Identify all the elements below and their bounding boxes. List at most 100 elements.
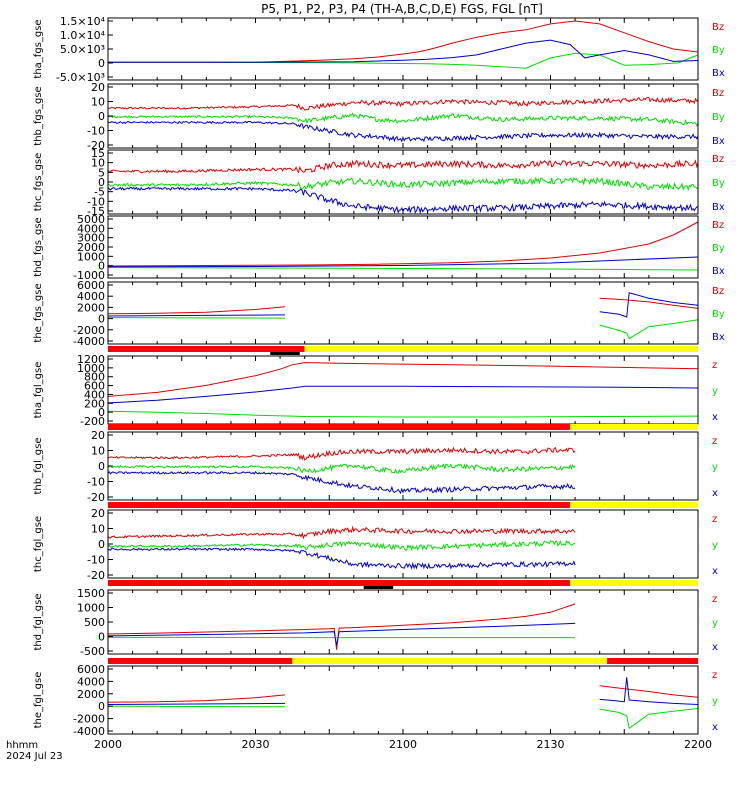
panel-4-lines — [108, 221, 698, 271]
series-by-line — [108, 112, 698, 127]
series-z-line — [108, 446, 576, 461]
legend-y: y — [712, 386, 718, 397]
series-by-line — [599, 319, 698, 340]
series-z-line — [108, 603, 576, 650]
y-tick-label: -15 — [87, 205, 105, 218]
status-mark — [363, 586, 394, 589]
status-bar-5 — [108, 658, 698, 664]
series-bz-line — [599, 297, 698, 309]
status-segment-yellow — [570, 502, 698, 508]
plot-title: P5, P1, P2, P3, P4 (TH-A,B,C,D,E) FGS, F… — [261, 2, 543, 16]
y-tick-label: 500 — [84, 616, 105, 629]
y-tick-label: 10 — [91, 157, 105, 170]
series-bz-line — [108, 221, 698, 267]
y-tick-label: 2000 — [77, 241, 105, 254]
legend-y: y — [712, 696, 718, 707]
legend-x: x — [712, 412, 718, 423]
legend-bx: Bx — [712, 68, 725, 79]
legend-y: y — [712, 540, 718, 551]
x-tick-label: 2130 — [537, 738, 565, 751]
status-segment-red — [108, 424, 571, 430]
footer-date: 2024 Jul 23 — [6, 751, 63, 762]
y-tick-label: 20 — [91, 429, 105, 442]
legend-by: By — [712, 45, 725, 56]
panel-1-lines — [108, 20, 698, 69]
y-tick-label: 3000 — [77, 232, 105, 245]
y-tick-label: 20 — [91, 507, 105, 520]
status-bar-4 — [108, 580, 698, 589]
legend-bz: Bz — [712, 88, 724, 99]
legend-z: z — [712, 594, 717, 605]
panel-ylabel: thb_fgs_gse — [33, 86, 44, 145]
y-tick-label: -20 — [87, 569, 105, 582]
series-bz-line — [108, 159, 698, 174]
status-segment-red — [108, 580, 571, 586]
y-tick-label: -10 — [87, 195, 105, 208]
series-z-line — [108, 362, 698, 397]
legend-by: By — [712, 178, 725, 189]
y-tick-label: -10 — [87, 476, 105, 489]
y-tick-label: 1000 — [77, 250, 105, 263]
panel-6-lines — [108, 362, 698, 418]
y-tick-label: 0 — [98, 406, 105, 419]
legend-y: y — [712, 618, 718, 629]
y-tick-label: 2000 — [77, 301, 105, 314]
legend-x: x — [712, 642, 718, 653]
series-x-line — [108, 702, 286, 705]
y-tick-label: 1500 — [77, 587, 105, 600]
series-z-line — [108, 694, 286, 703]
legend-z: z — [712, 360, 717, 371]
y-tick-label: -200 — [80, 415, 105, 428]
y-tick-label: 1.5×10⁴ — [60, 15, 106, 28]
panel-ylabel: thc_fgs_gse — [33, 153, 44, 212]
series-by-line — [108, 176, 698, 192]
series-bx-line — [108, 256, 698, 268]
y-tick-label: 1000 — [77, 362, 105, 375]
series-y-line — [108, 705, 286, 708]
series-x-line — [108, 622, 576, 646]
panel-frame — [107, 355, 699, 425]
series-by-line — [108, 267, 698, 271]
y-tick-label: 600 — [84, 380, 105, 393]
time-axis: 2000 2030 2100 2130 2200 — [94, 738, 712, 751]
series-bz-line — [108, 96, 698, 111]
series-x-line — [108, 470, 576, 495]
panel-7-lines — [108, 446, 576, 495]
series-x-line — [108, 547, 576, 570]
status-bars-group — [108, 346, 698, 664]
y-tick-label: -5 — [94, 186, 105, 199]
y-tick-label: 15 — [91, 147, 105, 160]
panel-2: -20-10 010 20 thb_fgs_gse Bz By Bx — [33, 81, 725, 152]
y-tick-label: 0 — [98, 538, 105, 551]
y-tick-label: 0 — [98, 110, 105, 123]
panel-frame — [107, 589, 699, 655]
y-tick-label: 2000 — [77, 688, 105, 701]
y-tick-label: 0 — [98, 700, 105, 713]
status-segment-yellow — [570, 580, 698, 586]
panel-9-lines — [108, 603, 576, 650]
series-bz-line — [108, 306, 286, 315]
panel-10-lines — [108, 677, 698, 730]
panel-2-lines — [108, 96, 698, 143]
panel-5-lines — [108, 292, 698, 340]
status-mark — [270, 352, 300, 355]
y-tick-label: 5 — [98, 166, 105, 179]
y-tick-label: 5000 — [77, 213, 105, 226]
y-tick-label: 200 — [84, 397, 105, 410]
series-z-line — [108, 525, 576, 540]
status-bar-3 — [108, 502, 698, 508]
y-tick-label: 0 — [98, 313, 105, 326]
status-segment-red — [607, 658, 698, 664]
y-tick-label: 0 — [98, 460, 105, 473]
legend-bx: Bx — [712, 136, 725, 147]
series-by-line — [108, 52, 698, 69]
panel-ylabel: tha_fgl_gse — [33, 362, 44, 419]
y-tick-label: 400 — [84, 388, 105, 401]
series-y-line — [108, 463, 576, 474]
series-y-line — [108, 539, 576, 552]
panel-ylabel: thd_fgs_gse — [33, 217, 44, 276]
legend-z: z — [712, 514, 717, 525]
panel-ylabel: thd_fgl_gse — [33, 594, 44, 651]
